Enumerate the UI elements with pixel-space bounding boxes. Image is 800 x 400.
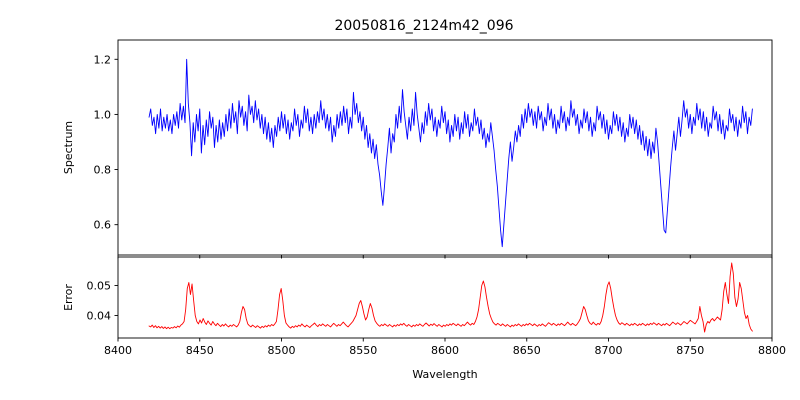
spectrum-y-axis-label: Spectrum [62,121,75,174]
x-tick-label: 8400 [104,344,132,357]
x-tick-label: 8550 [349,344,377,357]
spectrum-y-ticks: 0.6 0.8 1.0 1.2 [94,53,118,232]
error-y-ticks: 0.04 0.05 [87,280,118,323]
x-tick-label: 8500 [268,344,296,357]
spectrum-panel: 0.6 0.8 1.0 1.2 Spectrum [62,39,773,259]
y-tick-label: 1.0 [94,108,112,121]
x-tick-label: 8750 [676,344,704,357]
error-x-ticks: 8400 8450 8500 8550 8600 8650 8700 8750 8800 [104,338,786,357]
y-tick-label: 0.05 [87,280,112,293]
y-tick-label: 0.8 [94,164,112,177]
error-y-axis-label: Error [62,284,75,311]
x-tick-label: 8800 [758,344,786,357]
spectrum-axes-frame [117,39,773,256]
spectrum-data-line [148,58,753,248]
x-tick-label: 8700 [595,344,623,357]
x-tick-label: 8650 [513,344,541,357]
y-tick-label: 0.04 [87,310,112,323]
x-tick-label: 8450 [186,344,214,357]
error-axes-frame [117,256,773,339]
figure-title: 20050816_2124m42_096 [334,18,513,34]
error-data-line [148,262,753,333]
x-tick-label: 8600 [431,344,459,357]
wavelength-x-axis-label: Wavelength [412,368,477,381]
y-tick-label: 0.6 [94,219,112,232]
error-panel: 0.04 0.05 8400 8450 8500 8550 8600 8650 8700 875… [62,256,786,381]
y-tick-label: 1.2 [94,53,112,66]
